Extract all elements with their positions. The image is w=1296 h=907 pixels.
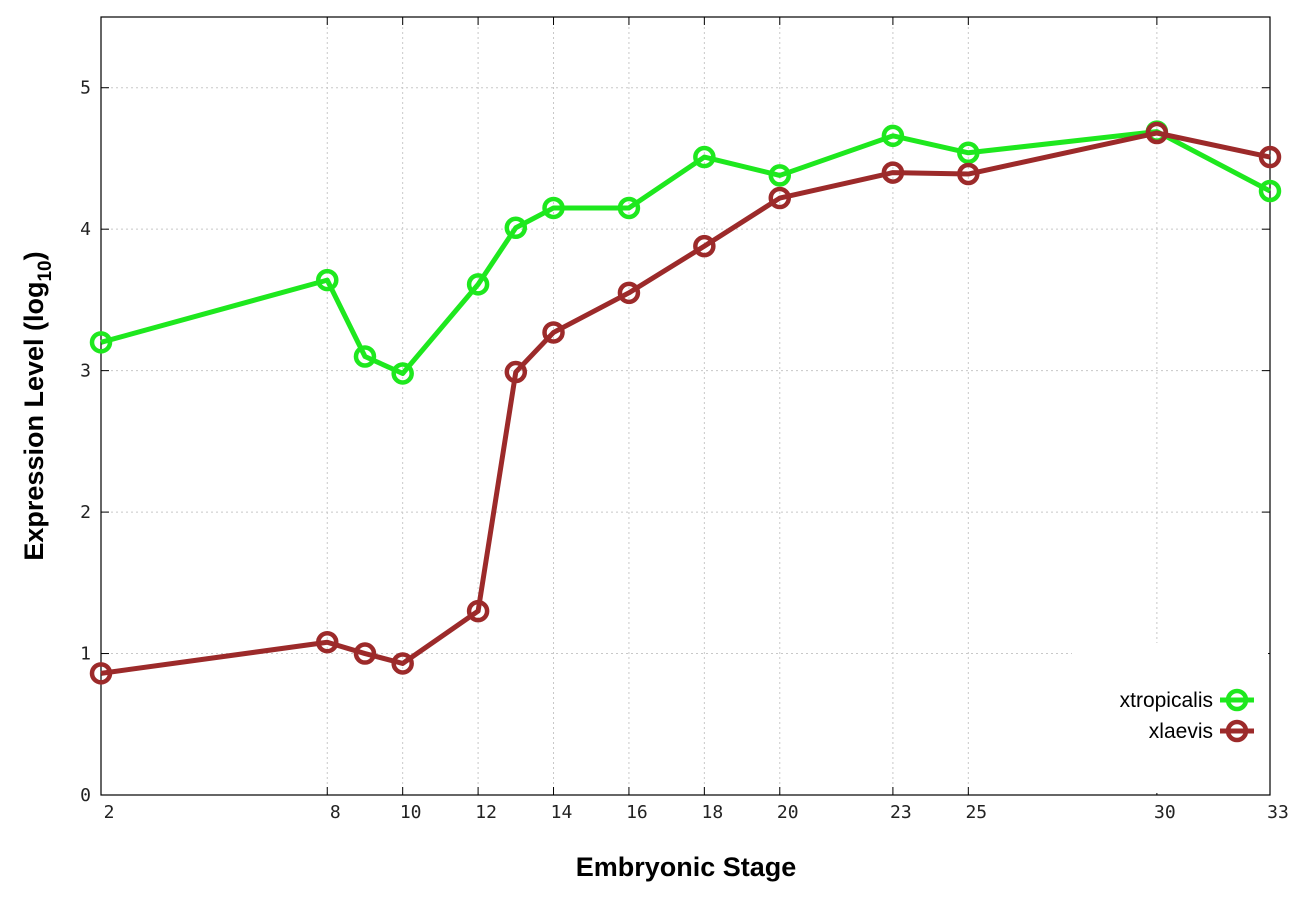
data-point-xtropicalis — [881, 124, 905, 148]
y-tick-label: 3 — [80, 361, 91, 382]
series-line-xlaevis — [100, 130, 1271, 676]
x-tick-label: 18 — [702, 802, 724, 823]
data-point-xlaevis — [353, 642, 377, 665]
x-tick-label: 20 — [777, 802, 799, 823]
y-tick-label: 5 — [80, 78, 91, 99]
y-axis-title-subscript: 10 — [35, 260, 56, 281]
legend-marker-xtropicalis — [1225, 688, 1249, 712]
data-point-xlaevis — [1258, 145, 1282, 169]
legend-background — [1072, 643, 1268, 793]
x-tick-label: 8 — [330, 802, 341, 823]
plot-frame — [100, 16, 1271, 796]
y-axis-title-main: Expression Level (log — [19, 282, 49, 561]
y-tick-label: 1 — [80, 644, 91, 665]
x-tick-label: 12 — [475, 802, 497, 823]
data-point-xtropicalis — [353, 345, 377, 368]
data-point-xlaevis — [504, 360, 528, 384]
x-tick-label: 14 — [551, 802, 573, 823]
legend-marker-xlaevis — [1225, 719, 1249, 743]
x-tick-label: 30 — [1154, 802, 1176, 823]
x-tick-label: 16 — [626, 802, 648, 823]
legend-label-xtropicalis: xtropicalis — [1120, 689, 1213, 712]
data-point-xtropicalis — [466, 273, 490, 296]
data-point-xlaevis — [466, 599, 490, 623]
data-point-xtropicalis — [768, 164, 792, 187]
data-point-xlaevis — [1145, 121, 1169, 145]
y-tick-label: 4 — [80, 219, 91, 240]
data-point-xlaevis — [768, 186, 792, 210]
x-tick-label: 25 — [965, 802, 987, 823]
y-axis-title: Expression Level (log10) — [19, 251, 56, 560]
legend-label-xlaevis: xlaevis — [1149, 720, 1213, 743]
data-point-xlaevis — [881, 161, 905, 184]
legend: xtropicalis xlaevis — [1072, 643, 1268, 793]
series — [89, 120, 1282, 685]
data-point-xlaevis — [542, 321, 565, 344]
x-axis-title: Embryonic Stage — [576, 852, 797, 882]
x-tick-label: 10 — [400, 802, 422, 823]
data-point-xlaevis — [957, 162, 980, 186]
data-point-xtropicalis — [89, 331, 113, 354]
data-point-xtropicalis — [617, 196, 641, 220]
x-tick-label: 23 — [890, 802, 912, 823]
data-point-xtropicalis — [1258, 179, 1282, 203]
data-point-xtropicalis — [504, 216, 528, 240]
data-point-xtropicalis — [542, 196, 565, 220]
y-axis-title-close: ) — [19, 251, 49, 260]
data-point-xlaevis — [391, 652, 414, 675]
series-xlaevis — [89, 121, 1282, 685]
series-xtropicalis — [89, 120, 1282, 385]
y-tick-label: 2 — [80, 502, 91, 523]
data-point-xlaevis — [617, 281, 641, 305]
data-point-xtropicalis — [957, 141, 980, 165]
series-line-xtropicalis — [100, 129, 1272, 376]
data-point-xlaevis — [89, 662, 113, 685]
x-tick-label: 33 — [1267, 802, 1289, 823]
data-point-xlaevis — [316, 630, 339, 654]
y-tick-label: 0 — [80, 785, 91, 806]
data-point-xtropicalis — [391, 362, 414, 385]
data-point-xtropicalis — [693, 145, 716, 169]
data-point-xtropicalis — [316, 268, 339, 292]
x-tick-label: 2 — [104, 802, 115, 823]
data-point-xlaevis — [693, 234, 716, 258]
